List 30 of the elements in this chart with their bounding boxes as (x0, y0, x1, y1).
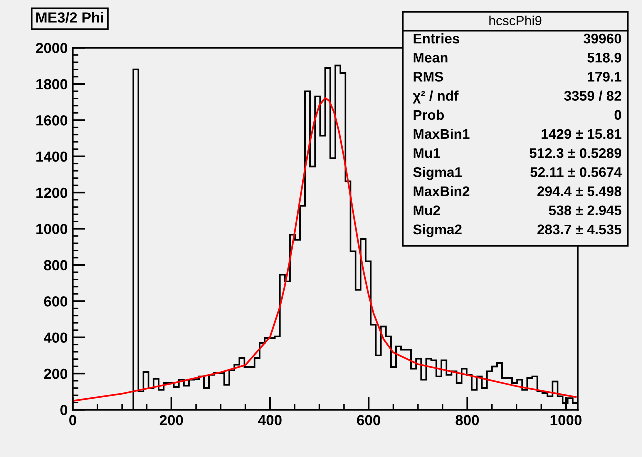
y-tick-label: 0 (60, 405, 68, 416)
text: Sigma1 52.11 ± 0.5674 (413, 167, 622, 180)
y-tick-label: 200 (44, 368, 68, 380)
y-tick-label: 1800 (36, 79, 68, 90)
text: Mu1 512.3 ± 0.5289 (414, 148, 622, 158)
x-tick-label: 200 (160, 415, 184, 426)
text: Mean 518.9 (414, 52, 622, 63)
chart-title: ME3/2 Phi (36, 12, 104, 24)
y-tick-label: 800 (44, 260, 68, 271)
x-tick-label: 1000 (550, 415, 582, 426)
text: Entries 39960 (414, 34, 622, 44)
text: hcscPhi9 (490, 16, 542, 26)
y-tick-label: 2000 (36, 43, 68, 54)
x-tick-label: 0 (70, 415, 76, 426)
y-tick-label: 600 (44, 296, 68, 307)
text: MaxBin2 294.4 ± 5.498 (414, 186, 622, 196)
y-tick-label: 1200 (36, 188, 68, 198)
text: MaxBin1 1429 ± 15.81 (414, 128, 622, 140)
y-tick-label: 1600 (36, 116, 68, 126)
y-tick-label: 1000 (36, 224, 68, 234)
x-tick-label: 400 (258, 415, 282, 426)
text: Prob 0 (414, 110, 622, 120)
text: RMS 179.1 (414, 72, 622, 82)
y-tick-label: 1400 (36, 152, 68, 162)
text: Mu2 538 ± 2.945 (414, 206, 622, 216)
y-tick-label: 400 (44, 332, 68, 344)
x-tick-label: 800 (456, 415, 480, 426)
text: Sigma2 283.7 ± 4.535 (413, 224, 622, 238)
text: χ² / ndf 3359 / 82 (413, 90, 622, 104)
x-tick-label: 600 (357, 415, 380, 426)
